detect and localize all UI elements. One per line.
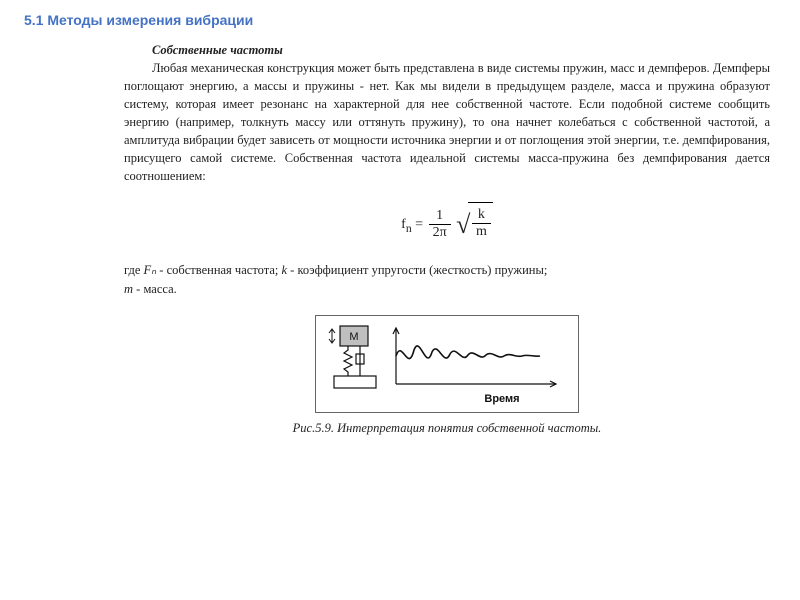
figure: M bbox=[315, 315, 579, 413]
radical-icon: √ bbox=[456, 210, 470, 239]
mass-spring-icon: M bbox=[329, 326, 376, 388]
formula: fn = 1 2π √ k m bbox=[124, 206, 770, 244]
section-title: 5.1 Методы измерения вибрации bbox=[24, 12, 770, 28]
formula-fraction: 1 2π bbox=[429, 208, 451, 240]
waveform bbox=[393, 328, 556, 387]
content: Собственные частоты Любая механическая к… bbox=[124, 41, 770, 437]
wave-path bbox=[396, 346, 540, 359]
symbol-fn: Fₙ bbox=[144, 263, 157, 277]
section-name: Методы измерения вибрации bbox=[47, 12, 253, 28]
subheading: Собственные частоты bbox=[124, 41, 770, 59]
section-number: 5.1 bbox=[24, 12, 43, 28]
body-paragraph: Любая механическая конструкция может быт… bbox=[124, 59, 770, 186]
where-line: где Fₙ - собственная частота; k - коэффи… bbox=[124, 261, 770, 299]
figure-caption: Рис.5.9. Интерпретация понятия собственн… bbox=[124, 419, 770, 437]
page: 5.1 Методы измерения вибрации Собственны… bbox=[0, 0, 800, 447]
figure-svg: M bbox=[326, 324, 566, 410]
figure-box: M bbox=[315, 315, 579, 413]
symbol-m: m bbox=[124, 282, 133, 296]
mass-label: M bbox=[349, 331, 358, 343]
xaxis-label: Время bbox=[484, 393, 519, 405]
formula-sqrt: √ k m bbox=[456, 206, 493, 244]
formula-lhs: fn = bbox=[401, 217, 426, 232]
